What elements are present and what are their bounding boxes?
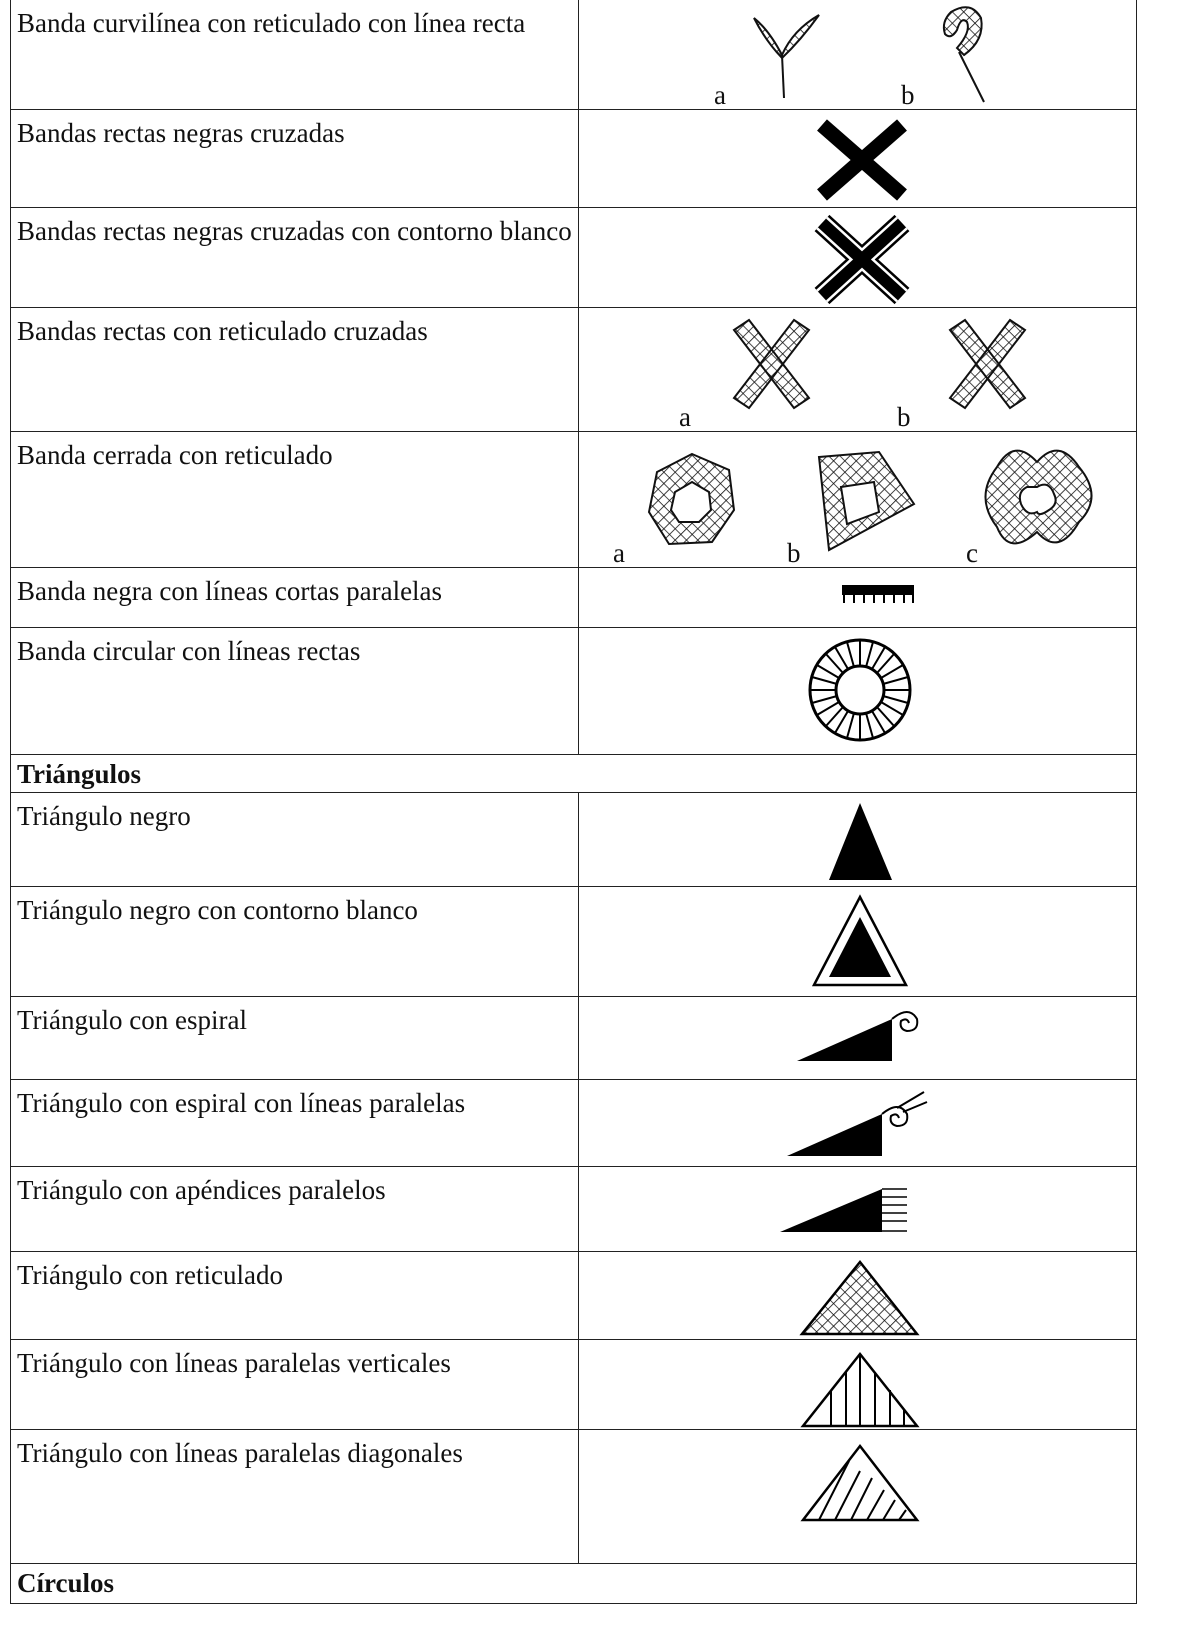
figure: [829, 803, 892, 880]
figure-cell: [578, 792, 1137, 887]
sublabel: a: [679, 402, 691, 432]
row-label: Banda negra con líneas cortas paralelas: [10, 567, 579, 628]
figure-cell: [578, 886, 1137, 997]
figure-cell: [578, 627, 1137, 755]
row-label: Bandas rectas negras cruzadas: [10, 109, 579, 208]
section-heading: Triángulos: [10, 754, 1137, 793]
figure: [780, 1188, 907, 1232]
sublabel: a: [613, 538, 625, 568]
row-label: Triángulo negro con contorno blanco: [10, 886, 579, 997]
motif-table: Banda curvilínea con reticulado con líne…: [10, 0, 1137, 1604]
row-label: Banda curvilínea con reticulado con líne…: [10, 0, 579, 110]
figure-cell: a b: [578, 307, 1137, 432]
figure: [797, 1011, 919, 1061]
section-heading: Círculos: [10, 1563, 1137, 1604]
figure-cell: [578, 207, 1137, 308]
row-label: Triángulo con espiral: [10, 996, 579, 1080]
figure: [732, 318, 1027, 410]
row-label: Banda circular con líneas rectas: [10, 627, 579, 755]
sublabel: a: [714, 80, 726, 110]
figure-cell: [578, 567, 1137, 628]
sublabel: c: [966, 538, 978, 568]
figure: [842, 585, 914, 603]
figure-cell: [578, 1079, 1137, 1167]
row-label: Triángulo negro: [10, 792, 579, 887]
figure-cell: [578, 1251, 1137, 1340]
sublabel: b: [901, 80, 915, 110]
figure-cell: [578, 1339, 1137, 1430]
figure-cell: [578, 1166, 1137, 1252]
figure: [808, 638, 912, 742]
figure: [814, 214, 910, 305]
figure: [811, 894, 909, 987]
figure: [753, 6, 985, 103]
sublabel: b: [787, 538, 801, 568]
figure-cell: a b c: [578, 431, 1137, 568]
figure-cell: [578, 996, 1137, 1080]
figure: [647, 449, 1093, 552]
figure: [787, 1091, 928, 1156]
figure-cell: a b: [578, 0, 1137, 110]
figure: [800, 1351, 920, 1428]
row-label: Bandas rectas negras cruzadas con contor…: [10, 207, 579, 308]
figure: [817, 119, 907, 201]
row-label: Triángulo con apéndices paralelos: [10, 1166, 579, 1252]
row-label: Triángulo con reticulado: [10, 1251, 579, 1340]
row-label: Triángulo con líneas paralelas diagonale…: [10, 1429, 579, 1564]
sublabel: b: [897, 402, 911, 432]
row-label: Banda cerrada con reticulado: [10, 431, 579, 568]
figure-cell: [578, 109, 1137, 208]
row-label: Triángulo con líneas paralelas verticale…: [10, 1339, 579, 1430]
figure: [800, 1443, 920, 1522]
figure: [799, 1259, 920, 1336]
row-label: Bandas rectas con reticulado cruzadas: [10, 307, 579, 432]
figure-cell: [578, 1429, 1137, 1564]
row-label: Triángulo con espiral con líneas paralel…: [10, 1079, 579, 1167]
